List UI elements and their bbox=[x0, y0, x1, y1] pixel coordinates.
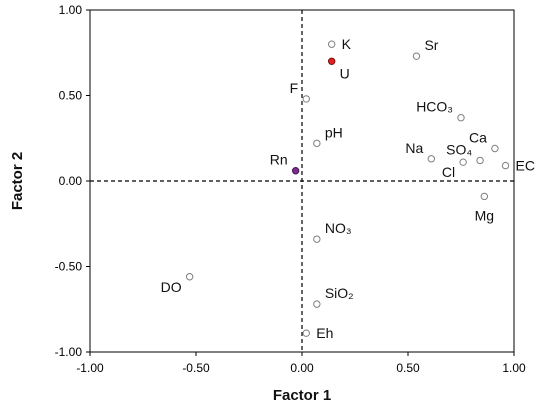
x-tick-label: 0.50 bbox=[396, 361, 420, 375]
data-point bbox=[302, 329, 310, 337]
x-tick-label: 0.00 bbox=[290, 361, 314, 375]
data-point-label: HCO₃ bbox=[416, 99, 453, 115]
data-point-label: pH bbox=[325, 124, 343, 140]
data-point-label: Cl bbox=[442, 164, 455, 180]
data-point-label: Rn bbox=[270, 152, 288, 168]
data-point bbox=[457, 114, 465, 122]
data-point-label: U bbox=[340, 65, 350, 81]
data-point bbox=[427, 155, 436, 163]
data-point bbox=[302, 95, 310, 103]
x-tick-label: 1.00 bbox=[502, 361, 526, 375]
data-point bbox=[313, 235, 321, 243]
data-point bbox=[501, 161, 510, 170]
y-axis-title: Factor 2 bbox=[9, 152, 26, 210]
data-point-label: Eh bbox=[316, 325, 333, 341]
data-point bbox=[412, 52, 421, 60]
data-point-label: NO₃ bbox=[325, 220, 352, 236]
data-point-label: DO bbox=[161, 279, 182, 295]
x-tick-label: -1.00 bbox=[76, 361, 104, 375]
data-point-label: SO₄ bbox=[446, 141, 472, 157]
data-point-label: SiO₂ bbox=[325, 285, 354, 301]
data-point bbox=[313, 139, 321, 148]
data-point-label: Na bbox=[405, 140, 423, 156]
data-point-label: K bbox=[342, 36, 352, 52]
data-point-label: F bbox=[290, 80, 299, 96]
data-point bbox=[327, 57, 336, 65]
data-point bbox=[185, 273, 194, 281]
y-tick-label: 0.50 bbox=[59, 89, 83, 103]
data-point bbox=[476, 156, 484, 165]
y-tick-label: -0.50 bbox=[55, 260, 83, 274]
y-tick-label: 1.00 bbox=[59, 3, 83, 17]
data-point bbox=[313, 300, 321, 308]
data-point-label: EC bbox=[516, 158, 535, 174]
data-point bbox=[291, 167, 300, 175]
x-tick-label: -0.50 bbox=[182, 361, 210, 375]
data-point bbox=[480, 192, 489, 201]
data-point bbox=[491, 144, 499, 153]
data-point bbox=[459, 158, 467, 166]
data-points: KU Sr FpH Rn HCO₃ Ca Na SO₄ Cl EC Mg NO₃ DO SiO₂ Eh bbox=[161, 36, 535, 341]
data-point bbox=[327, 40, 336, 48]
data-point-label: Mg bbox=[475, 207, 494, 223]
y-tick-label: -1.00 bbox=[55, 345, 83, 359]
data-point-label: Ca bbox=[469, 130, 487, 146]
axis-ticks: -1.00 -0.50 0.00 0.50 1.00 -1.00 -0.50 0.00 0.50… bbox=[55, 3, 526, 375]
x-axis-title: Factor 1 bbox=[273, 387, 331, 404]
y-tick-label: 0.00 bbox=[59, 174, 83, 188]
data-point-label: Sr bbox=[424, 37, 438, 53]
